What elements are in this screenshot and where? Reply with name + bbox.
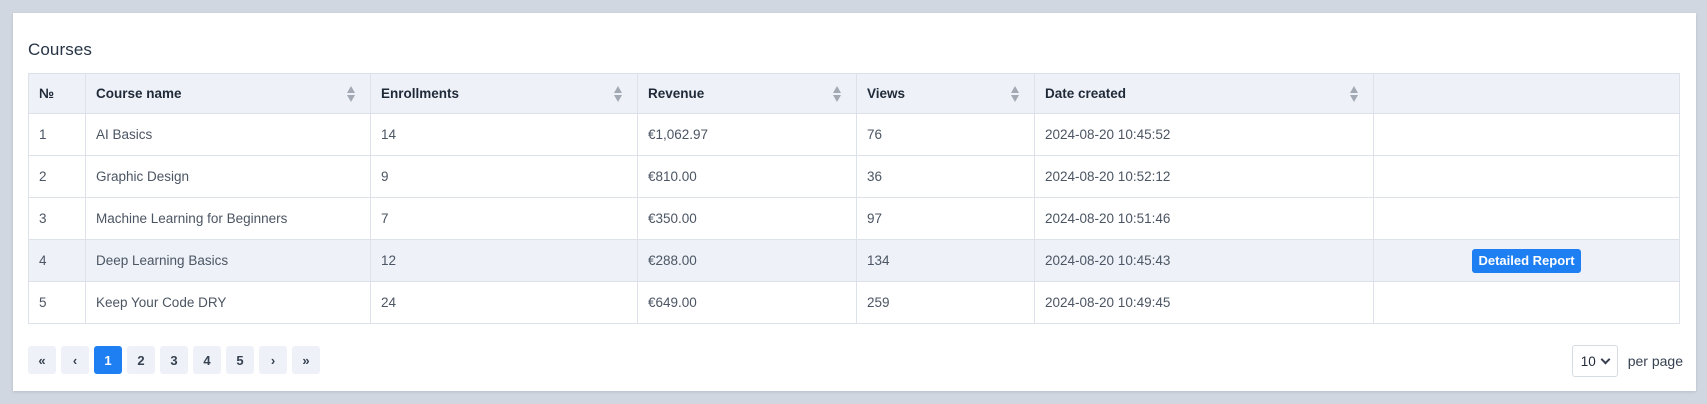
header-course-name[interactable]: Course name	[85, 73, 371, 114]
table-row[interactable]: 5 Keep Your Code DRY 24 €649.00 259 2024…	[28, 281, 1680, 324]
sort-icon[interactable]	[1350, 85, 1359, 103]
page-button-1[interactable]: 1	[94, 346, 122, 374]
cell-revenue: €288.00	[637, 239, 857, 282]
cell-action	[1373, 281, 1680, 324]
cell-views: 259	[856, 281, 1035, 324]
cell-course-name: Deep Learning Basics	[85, 239, 371, 282]
cell-date-created: 2024-08-20 10:49:45	[1034, 281, 1374, 324]
cell-number: 4	[28, 239, 86, 282]
next-page-button[interactable]: ›	[259, 346, 287, 374]
table-header-row: № Course name Enrollments Revenue Views	[28, 73, 1680, 114]
cell-enrollments: 14	[370, 113, 638, 156]
cell-views: 134	[856, 239, 1035, 282]
per-page-label: per page	[1627, 353, 1683, 369]
header-revenue-label: Revenue	[648, 86, 705, 101]
cell-course-name: Machine Learning for Beginners	[85, 197, 371, 240]
cell-revenue: €649.00	[637, 281, 857, 324]
cell-number: 2	[28, 155, 86, 198]
sort-icon[interactable]	[833, 85, 842, 103]
page-button-3[interactable]: 3	[160, 346, 188, 374]
courses-table: № Course name Enrollments Revenue Views	[28, 73, 1680, 324]
header-views[interactable]: Views	[856, 73, 1035, 114]
table-row[interactable]: 2 Graphic Design 9 €810.00 36 2024-08-20…	[28, 155, 1680, 198]
header-date-created-label: Date created	[1045, 86, 1127, 101]
last-page-button[interactable]: »	[292, 346, 320, 374]
header-revenue[interactable]: Revenue	[637, 73, 857, 114]
header-actions	[1373, 73, 1680, 114]
page-title: Courses	[28, 40, 93, 59]
cell-date-created: 2024-08-20 10:45:43	[1034, 239, 1374, 282]
per-page-value: 10	[1580, 353, 1596, 369]
cell-enrollments: 7	[370, 197, 638, 240]
cell-action	[1373, 113, 1680, 156]
cell-revenue: €810.00	[637, 155, 857, 198]
cell-action	[1373, 197, 1680, 240]
table-row[interactable]: 1 AI Basics 14 €1,062.97 76 2024-08-20 1…	[28, 113, 1680, 156]
table-row[interactable]: 3 Machine Learning for Beginners 7 €350.…	[28, 197, 1680, 240]
courses-card: Courses № Course name Enrollments	[13, 13, 1696, 391]
cell-enrollments: 12	[370, 239, 638, 282]
prev-page-button[interactable]: ‹	[61, 346, 89, 374]
sort-icon[interactable]	[347, 85, 356, 103]
per-page-control: 10 per page	[1571, 345, 1683, 377]
sort-icon[interactable]	[614, 85, 623, 103]
page-button-2[interactable]: 2	[127, 346, 155, 374]
cell-revenue: €1,062.97	[637, 113, 857, 156]
table-row-hovered[interactable]: 4 Deep Learning Basics 12 €288.00 134 20…	[28, 239, 1680, 282]
cell-enrollments: 9	[370, 155, 638, 198]
pagination: « ‹ 1 2 3 4 5 › »	[28, 346, 320, 374]
header-number: №	[28, 73, 86, 114]
chevron-down-icon	[1600, 354, 1611, 364]
cell-number: 3	[28, 197, 86, 240]
cell-date-created: 2024-08-20 10:52:12	[1034, 155, 1374, 198]
header-views-label: Views	[867, 86, 906, 101]
cell-date-created: 2024-08-20 10:51:46	[1034, 197, 1374, 240]
detailed-report-button[interactable]: Detailed Report	[1472, 248, 1581, 273]
header-enrollments[interactable]: Enrollments	[370, 73, 638, 114]
cell-date-created: 2024-08-20 10:45:52	[1034, 113, 1374, 156]
page-button-4[interactable]: 4	[193, 346, 221, 374]
cell-course-name: Keep Your Code DRY	[85, 281, 371, 324]
header-date-created[interactable]: Date created	[1034, 73, 1374, 114]
header-enrollments-label: Enrollments	[381, 86, 460, 101]
page-button-5[interactable]: 5	[226, 346, 254, 374]
cell-action: Detailed Report	[1373, 239, 1680, 282]
cell-course-name: AI Basics	[85, 113, 371, 156]
cell-revenue: €350.00	[637, 197, 857, 240]
sort-icon[interactable]	[1011, 85, 1020, 103]
cell-enrollments: 24	[370, 281, 638, 324]
cell-number: 5	[28, 281, 86, 324]
cell-views: 36	[856, 155, 1035, 198]
cell-course-name: Graphic Design	[85, 155, 371, 198]
cell-views: 97	[856, 197, 1035, 240]
header-course-name-label: Course name	[96, 86, 182, 101]
first-page-button[interactable]: «	[28, 346, 56, 374]
per-page-select[interactable]: 10	[1571, 345, 1618, 377]
cell-action	[1373, 155, 1680, 198]
cell-number: 1	[28, 113, 86, 156]
cell-views: 76	[856, 113, 1035, 156]
